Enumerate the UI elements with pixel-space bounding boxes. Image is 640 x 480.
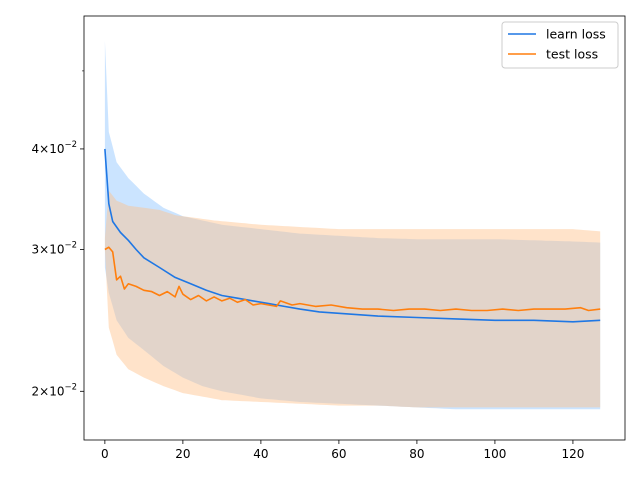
x-tick-label: 100: [483, 447, 506, 461]
line-test-loss: [104, 246, 601, 312]
x-tick-label: 20: [175, 447, 190, 461]
legend: learn loss test loss: [501, 21, 619, 69]
x-tick-label: 60: [331, 447, 346, 461]
legend-label: test loss: [546, 47, 598, 62]
x-axis: 0 20 40 60 80 100 120: [101, 440, 584, 461]
x-tick-label: 80: [409, 447, 424, 461]
y-tick-label: 2×10−2: [32, 382, 78, 398]
x-tick-label: 40: [253, 447, 268, 461]
x-tick-label: 120: [561, 447, 584, 461]
band-test-loss: [104, 190, 601, 408]
confidence-bands: [104, 40, 601, 410]
line-learn-loss: [104, 148, 601, 323]
x-tick-label: 0: [101, 447, 109, 461]
band-learn-loss: [104, 40, 601, 410]
series-lines: [104, 148, 601, 323]
legend-label: learn loss: [546, 27, 606, 42]
plot-frame: [83, 15, 626, 441]
y-tick-label: 3×10−2: [32, 241, 78, 257]
y-axis: 2×10−2 3×10−2 4×10−2: [32, 70, 84, 398]
y-tick-label: 4×10−2: [32, 140, 78, 156]
